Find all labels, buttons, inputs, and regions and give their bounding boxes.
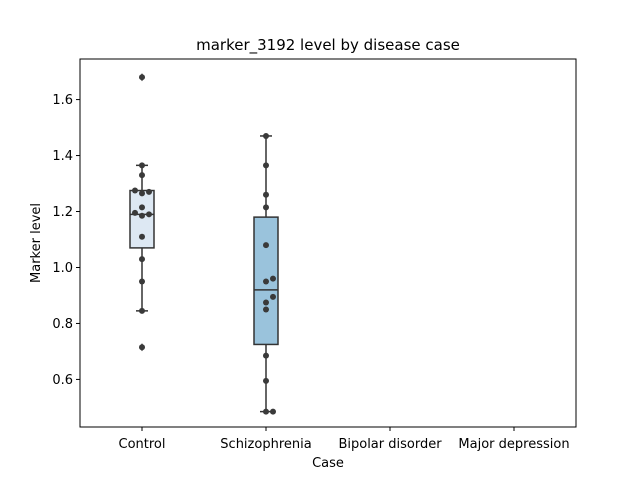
plot-frame xyxy=(79,58,577,428)
data-point xyxy=(270,408,276,415)
data-point xyxy=(270,275,276,282)
data-point xyxy=(132,209,138,216)
data-point xyxy=(263,408,269,415)
data-point xyxy=(263,132,269,139)
data-point xyxy=(139,74,145,81)
y-tick-label: 1.0 xyxy=(52,261,73,276)
data-point xyxy=(132,187,138,194)
data-point xyxy=(139,233,145,240)
x-tick-label: Schizophrenia xyxy=(220,437,311,452)
data-point xyxy=(263,377,269,384)
x-tick-label: Major depression xyxy=(458,437,569,452)
data-point xyxy=(139,190,145,197)
data-point xyxy=(263,278,269,285)
data-point xyxy=(263,299,269,306)
data-point xyxy=(139,307,145,314)
plot-area xyxy=(79,58,577,428)
data-point xyxy=(139,278,145,285)
x-tick-label: Bipolar disorder xyxy=(338,437,442,452)
y-axis-label: Marker level xyxy=(29,203,44,283)
chart-title: marker_3192 level by disease case xyxy=(196,36,460,55)
data-point xyxy=(263,352,269,359)
data-point xyxy=(139,204,145,211)
data-point xyxy=(139,162,145,169)
y-tick-label: 0.6 xyxy=(52,373,73,388)
data-point xyxy=(146,211,152,218)
data-point xyxy=(139,172,145,179)
y-tick-label: 1.4 xyxy=(52,149,73,164)
data-point xyxy=(146,188,152,195)
data-point xyxy=(263,306,269,313)
x-tick-label: Control xyxy=(119,437,166,452)
x-axis-label: Case xyxy=(312,456,344,471)
y-tick-label: 1.6 xyxy=(52,93,73,108)
data-point xyxy=(139,344,145,351)
data-point xyxy=(139,212,145,219)
data-point xyxy=(263,191,269,198)
box-group xyxy=(253,132,279,415)
x-axis: Control Schizophrenia Bipolar disorder Majo… xyxy=(119,427,570,452)
box-group xyxy=(129,73,155,352)
data-point xyxy=(263,204,269,211)
data-point xyxy=(263,162,269,169)
y-axis: 0.6 0.8 1.0 1.2 1.4 1.6 xyxy=(52,93,80,388)
data-point xyxy=(270,293,276,300)
y-tick-label: 0.8 xyxy=(52,317,73,332)
data-point xyxy=(263,242,269,249)
data-point xyxy=(139,256,145,263)
y-tick-label: 1.2 xyxy=(52,205,73,220)
